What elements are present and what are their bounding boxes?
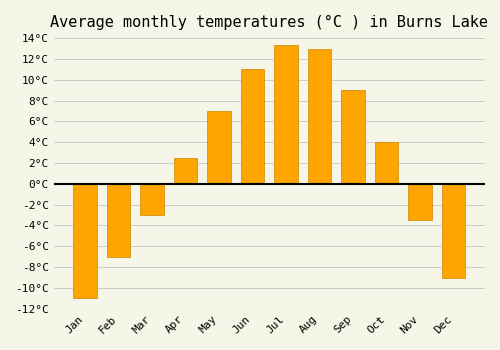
Bar bbox=[408, 184, 432, 220]
Bar bbox=[274, 46, 298, 184]
Bar bbox=[375, 142, 398, 184]
Bar bbox=[342, 90, 365, 184]
Bar bbox=[140, 184, 164, 215]
Bar bbox=[308, 49, 332, 184]
Title: Average monthly temperatures (°C ) in Burns Lake: Average monthly temperatures (°C ) in Bu… bbox=[50, 15, 488, 30]
Bar bbox=[174, 158, 197, 184]
Bar bbox=[73, 184, 96, 298]
Bar bbox=[106, 184, 130, 257]
Bar bbox=[442, 184, 466, 278]
Bar bbox=[241, 69, 264, 184]
Bar bbox=[208, 111, 231, 184]
